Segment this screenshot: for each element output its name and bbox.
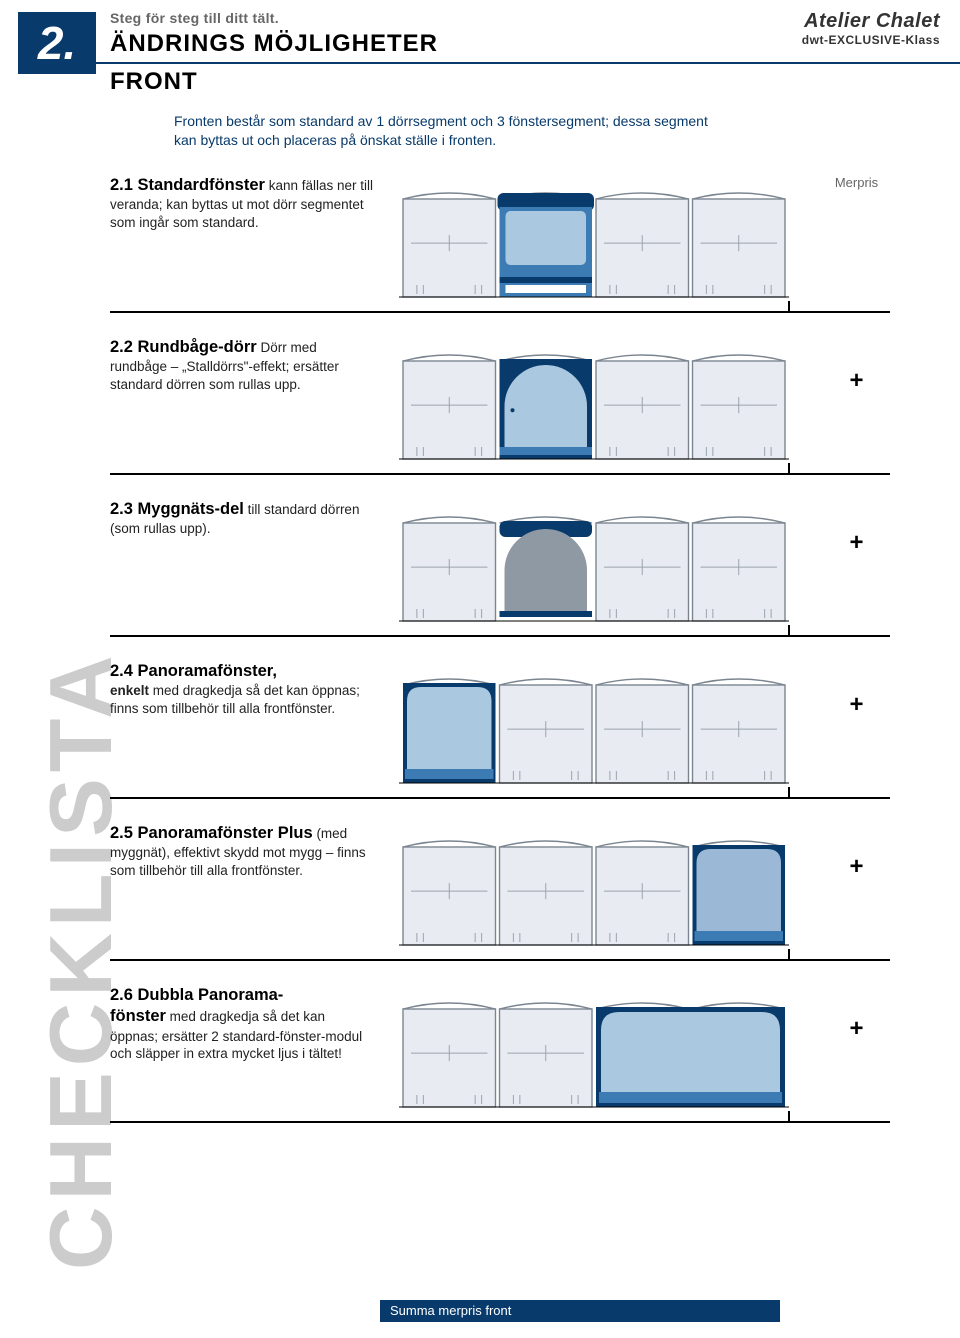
section-separator [110, 635, 890, 637]
footer-summary: Summa merpris front [380, 1300, 780, 1322]
section-price: + [813, 985, 900, 1043]
section-diagram [399, 337, 789, 467]
section-row: 2.1 Standardfönster kann fällas ner till… [110, 175, 900, 305]
section-text: 2.1 Standardfönster kann fällas ner till… [110, 175, 375, 232]
section-price: + [813, 823, 900, 881]
section-title: 2.4 Panoramafönster, [110, 662, 277, 680]
section-2-6: 2.6 Dubbla Panorama-fönster med dragkedj… [110, 985, 900, 1123]
section-row: 2.5 Panoramafönster Plus (med myggnät), … [110, 823, 900, 953]
section-title: 2.1 Standardfönster [110, 176, 265, 194]
section-text: 2.2 Rundbåge-dörr Dörr med rundbåge – „S… [110, 337, 375, 394]
brand-sub: dwt-EXCLUSIVE-Klass [802, 33, 940, 47]
sections-container: 2.1 Standardfönster kann fällas ner till… [110, 175, 900, 1147]
section-text: 2.3 Myggnäts-del till standard dörren (s… [110, 499, 375, 538]
section-row: 2.2 Rundbåge-dörr Dörr med rundbåge – „S… [110, 337, 900, 467]
header-left: Steg för steg till ditt tält. ÄNDRINGS M… [110, 10, 438, 58]
sidebar-checklista: CHECKLISTA [30, 170, 110, 1270]
header-rule [18, 62, 960, 64]
section-2-3: 2.3 Myggnäts-del till standard dörren (s… [110, 499, 900, 637]
footer-summary-text: Summa merpris front [390, 1303, 511, 1318]
price-plus: + [813, 853, 900, 881]
price-plus: + [813, 529, 900, 557]
section-price: Merpris [813, 175, 900, 190]
section-2-2: 2.2 Rundbåge-dörr Dörr med rundbåge – „S… [110, 337, 900, 475]
header-title-1: ÄNDRINGS MÖJLIGHETER [110, 30, 438, 58]
section-separator [110, 473, 890, 475]
section-separator [110, 797, 890, 799]
section-diagram [399, 985, 789, 1115]
section-row: 2.6 Dubbla Panorama-fönster med dragkedj… [110, 985, 900, 1115]
price-plus: + [813, 691, 900, 719]
section-2-5: 2.5 Panoramafönster Plus (med myggnät), … [110, 823, 900, 961]
section-price: + [813, 499, 900, 557]
section-diagram [399, 661, 789, 791]
price-plus: + [813, 367, 900, 395]
section-title: 2.6 Dubbla Panorama- [110, 986, 283, 1004]
section-diagram [399, 499, 789, 629]
section-separator [110, 311, 890, 313]
section-title: 2.5 Panoramafönster Plus [110, 824, 313, 842]
section-text: 2.5 Panoramafönster Plus (med myggnät), … [110, 823, 375, 880]
section-separator [110, 1121, 890, 1123]
section-row: 2.4 Panoramafönster,enkelt med dragkedja… [110, 661, 900, 791]
section-title-2: fönster [110, 1007, 166, 1025]
section-inline-bold: enkelt [110, 683, 149, 698]
intro-text: Fronten består som standard av 1 dörrseg… [174, 112, 714, 150]
section-title: 2.3 Myggnäts-del [110, 500, 244, 518]
section-2-4: 2.4 Panoramafönster,enkelt med dragkedja… [110, 661, 900, 799]
section-separator [110, 959, 890, 961]
section-text: 2.4 Panoramafönster,enkelt med dragkedja… [110, 661, 375, 718]
section-2-1: 2.1 Standardfönster kann fällas ner till… [110, 175, 900, 313]
price-label: Merpris [813, 175, 900, 190]
section-diagram [399, 175, 789, 305]
section-diagram [399, 823, 789, 953]
header: Steg för steg till ditt tält. ÄNDRINGS M… [110, 10, 940, 58]
page-number-box: 2. [18, 12, 96, 74]
section-title: 2.2 Rundbåge-dörr [110, 338, 257, 356]
section-text: 2.6 Dubbla Panorama-fönster med dragkedj… [110, 985, 375, 1063]
brand-name: Atelier Chalet [802, 10, 940, 33]
price-plus: + [813, 1015, 900, 1043]
section-price: + [813, 661, 900, 719]
brand: Atelier Chalet dwt-EXCLUSIVE-Klass [802, 10, 940, 47]
section-row: 2.3 Myggnäts-del till standard dörren (s… [110, 499, 900, 629]
header-steg: Steg för steg till ditt tält. [110, 10, 438, 26]
section-price: + [813, 337, 900, 395]
header-title-2: FRONT [110, 68, 198, 96]
